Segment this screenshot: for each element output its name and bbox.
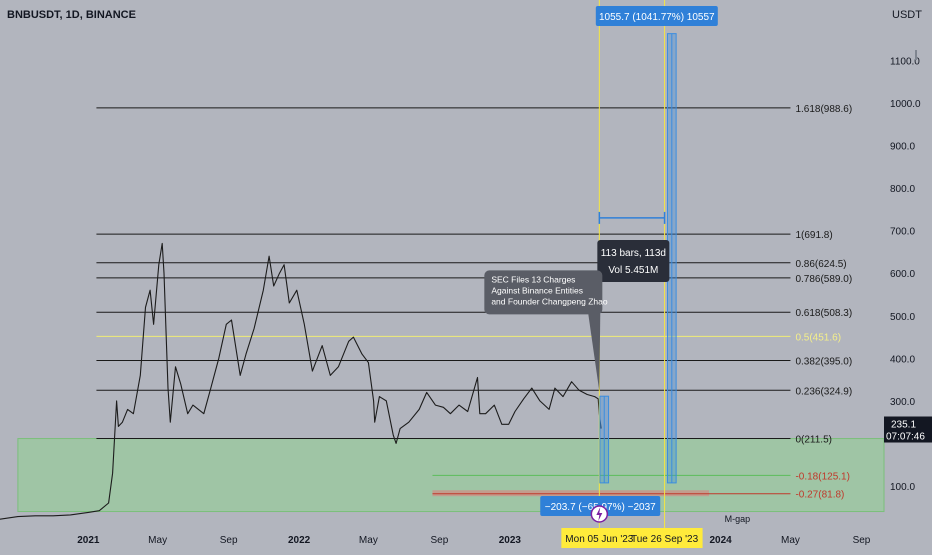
fib-level-label: 0.382(395.0)	[795, 356, 852, 367]
overlay-layer: 1055.7 (1041.77%) 10557 113 bars, 113d Vol…	[484, 0, 750, 528]
rise-measure-label-box	[595, 6, 718, 26]
fib-level-label: -0.27(81.8)	[795, 490, 844, 501]
price-axis-tick: 1100.0	[890, 56, 920, 67]
date-marker-label: Tue 26 Sep '23	[631, 534, 699, 545]
time-axis-tick: Sep	[220, 535, 238, 546]
lightning-bolt	[596, 507, 603, 521]
fib-level-label: 1.618(988.6)	[795, 104, 852, 115]
time-axis-tick: 2023	[499, 535, 522, 546]
fib-level-label: 1(691.8)	[795, 230, 832, 241]
date-marker-label: Mon 05 Jun '23	[565, 534, 634, 545]
time-axis-tick: May	[148, 535, 167, 546]
price-axis-tick: 400.0	[890, 354, 915, 365]
fib-level-label: 0(211.5)	[795, 435, 832, 446]
fib-level-label: 0.786(589.0)	[795, 274, 852, 285]
fib-level-label: -0.18(125.1)	[795, 471, 849, 482]
time-axis-tick: Sep	[431, 535, 449, 546]
time-axis-tick: 2021	[77, 535, 100, 546]
news-callout-box	[484, 270, 603, 315]
news-callout-text: and Founder Changpeng Zhao	[491, 296, 608, 306]
news-callout-pointer	[588, 308, 601, 392]
price-axis-tick: 300.0	[890, 397, 915, 408]
time-axis-tick: May	[781, 535, 800, 546]
fib-retracement: 1.618(988.6) 1(691.8) 0.86(624.5) 0.786(589…	[96, 104, 852, 501]
range-measure-bars: 113 bars, 113d	[601, 248, 666, 259]
time-axis-tick: 2024	[709, 535, 732, 546]
time-axis-tick: 2022	[288, 535, 311, 546]
symbol-title: BNBUSDT, 1D, BINANCE	[7, 9, 136, 21]
price-line	[0, 242, 602, 520]
time-axis-tick: May	[359, 535, 378, 546]
axis-scroll-handle	[915, 50, 917, 60]
last-price-label: 235.1	[891, 420, 916, 431]
last-price-countdown: 07:07:46	[886, 432, 925, 443]
last-price-box	[884, 416, 932, 443]
fib-level-label: 0.618(508.3)	[795, 308, 852, 319]
red-extension-band	[432, 490, 710, 497]
news-callout-text: Against Binance Entities	[491, 285, 583, 295]
currency-label: USDT	[892, 9, 922, 21]
range-measure-volume: Vol 5.451M	[608, 265, 658, 276]
price-axis-tick: 500.0	[890, 312, 915, 323]
price-axis-tick: 900.0	[890, 142, 915, 153]
price-axis-tick: 600.0	[890, 269, 915, 280]
fib-level-label: 0.5(451.6)	[795, 332, 841, 343]
fib-level-label: 0.86(624.5)	[795, 259, 846, 270]
price-axis-tick: 800.0	[890, 184, 915, 195]
range-measure-label-box	[597, 240, 670, 282]
news-callout-text: SEC Files 13 Charges	[491, 274, 575, 284]
price-axis-tick: 100.0	[890, 482, 915, 493]
price-axis-tick: 700.0	[890, 227, 915, 238]
rise-measure-label: 1055.7 (1041.77%) 10557	[599, 12, 715, 23]
price-axis-bg	[886, 0, 932, 530]
date-range-label-box	[561, 528, 703, 548]
mgap-label: M-gap	[725, 514, 751, 524]
time-axis-tick: Sep	[853, 535, 871, 546]
price-series	[0, 242, 602, 520]
fib-level-label: 0.236(324.9)	[795, 386, 852, 397]
price-axis-tick: 1000.0	[890, 99, 921, 110]
